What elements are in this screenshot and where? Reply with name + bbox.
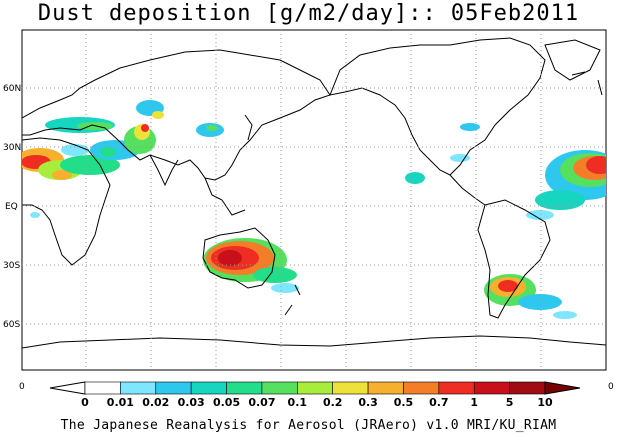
- colorbar-swatch: [84, 381, 121, 395]
- colorbar-label: 0.1: [287, 396, 308, 409]
- colorbar-swatch: [403, 381, 440, 395]
- colorbar-end-right: 0: [608, 382, 614, 392]
- colorbar-swatch: [438, 381, 475, 395]
- colorbar-label: 0.7: [429, 396, 449, 409]
- colorbar-swatch: [297, 381, 333, 395]
- colorbar-label: 0.3: [358, 396, 378, 409]
- colorbar-label: 0.5: [393, 396, 414, 409]
- colorbar-swatch: [226, 381, 263, 395]
- colorbar-label: 5: [505, 396, 514, 409]
- graticule: [22, 30, 606, 370]
- colorbar-swatch: [190, 381, 227, 395]
- colorbar-label: 10: [537, 396, 553, 409]
- colorbar-swatch: [367, 381, 404, 395]
- colorbar-label: 0.03: [177, 396, 205, 409]
- colorbar-swatch: [155, 381, 192, 395]
- colorbar-swatch: [120, 381, 157, 395]
- colorbar-label: 0.07: [248, 396, 276, 409]
- map-footer: The Japanese Reanalysis for Aerosol (JRA…: [60, 418, 557, 433]
- map-title: Dust deposition [g/m2/day]:: 05Feb2011: [37, 1, 580, 26]
- dust-atlantic-plume: [526, 150, 606, 220]
- colorbar-swatch: [332, 381, 369, 395]
- dust-australia: [203, 238, 299, 293]
- dust-arabia: [90, 124, 156, 160]
- colorbar-right-arrow: [544, 381, 581, 395]
- colorbar-left-arrow: [49, 381, 86, 395]
- dust-east-asia: [196, 123, 224, 137]
- colorbar-swatch: [509, 381, 546, 395]
- map-frame: [21, 29, 607, 371]
- colorbar-end-left: 0: [19, 382, 25, 392]
- colorbar-label: 0: [81, 396, 89, 409]
- colorbar-label: 1: [470, 396, 479, 409]
- dust-layer: [22, 100, 606, 319]
- colorbar-swatch: [473, 381, 510, 395]
- latitude-axis: 60N 30N EQ 30S 60S: [3, 84, 21, 330]
- colorbar-label: 0.02: [142, 396, 170, 409]
- dust-patagonia: [484, 274, 577, 319]
- lat-label-30s: 30S: [3, 261, 20, 271]
- lat-label-60s: 60S: [3, 320, 20, 330]
- lat-label-60n: 60N: [3, 84, 21, 94]
- dust-north-africa: [22, 144, 120, 180]
- lat-label-eq: EQ: [5, 202, 18, 212]
- colorbar-label: 0.2: [322, 396, 343, 409]
- colorbar-swatch: [261, 381, 298, 395]
- colorbar-label: 0.05: [212, 396, 241, 409]
- colorbar: [49, 381, 581, 395]
- colorbar-label: 0.01: [106, 396, 134, 409]
- lat-label-30n: 30N: [3, 143, 21, 153]
- coastlines: [22, 37, 606, 349]
